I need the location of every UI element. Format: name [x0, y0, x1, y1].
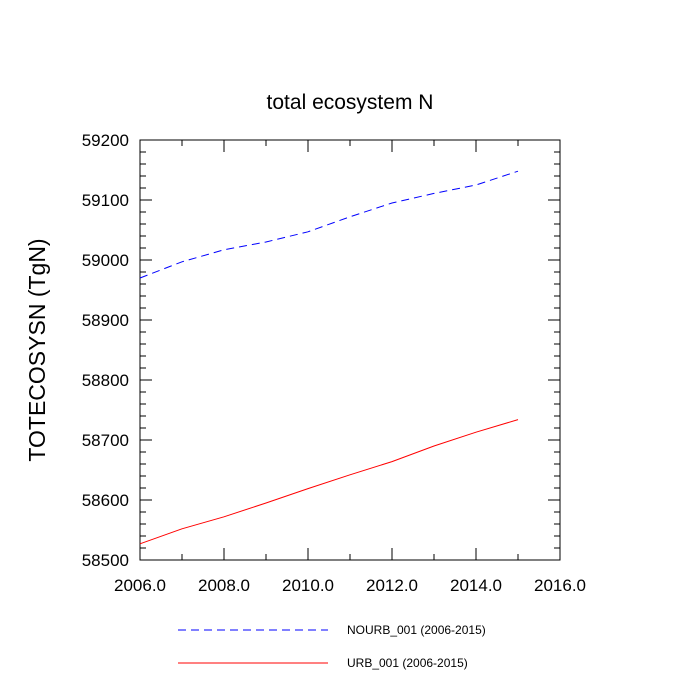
series-line-2 — [139, 419, 519, 545]
minor-ticks — [140, 140, 560, 560]
y-tick-label: 58900 — [82, 311, 129, 330]
legend: NOURB_001 (2006-2015) URB_001 (2006-2015) — [178, 623, 486, 670]
y-tick-label: 59200 — [82, 131, 129, 150]
y-tick-label: 58500 — [82, 551, 129, 570]
x-tick-label: 2014.0 — [450, 576, 502, 595]
x-tick-labels: 2006.0 2008.0 2010.0 2012.0 2014.0 2016.0 — [114, 576, 586, 595]
x-tick-label: 2016.0 — [534, 576, 586, 595]
legend-label-1: NOURB_001 (2006-2015) — [347, 623, 486, 637]
x-tick-label: 2012.0 — [366, 576, 418, 595]
y-tick-label: 59000 — [82, 251, 129, 270]
legend-label-2: URB_001 (2006-2015) — [347, 656, 468, 670]
x-tick-label: 2010.0 — [282, 576, 334, 595]
y-axis-label: TOTECOSYSN (TgN) — [24, 238, 50, 461]
y-tick-label: 58700 — [82, 431, 129, 450]
y-tick-label: 58600 — [82, 491, 129, 510]
x-tick-label: 2008.0 — [198, 576, 250, 595]
plot-frame — [139, 139, 561, 561]
y-tick-label: 59100 — [82, 191, 129, 210]
chart-title: total ecosystem N — [267, 91, 434, 114]
y-tick-labels: 58500 58600 58700 58800 58900 59000 59100 59200 — [82, 131, 129, 570]
x-tick-label: 2006.0 — [114, 576, 166, 595]
series-line-1 — [139, 170, 519, 279]
major-ticks — [139, 139, 561, 561]
y-tick-label: 58800 — [82, 371, 129, 390]
series-lines — [139, 170, 519, 545]
